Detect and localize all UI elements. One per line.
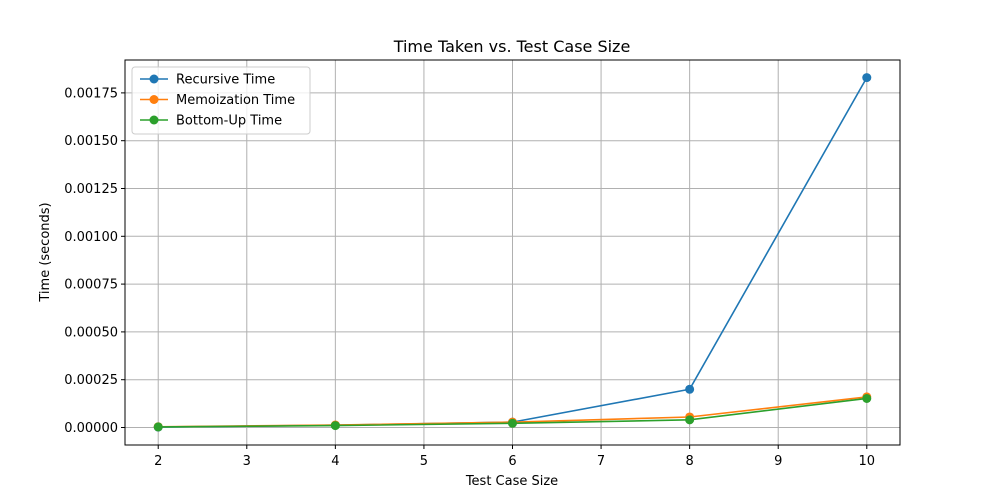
- x-tick-label: 9: [774, 454, 782, 469]
- legend-marker: [149, 115, 159, 125]
- series-3: [153, 393, 872, 432]
- data-point: [685, 415, 695, 425]
- y-tick-label: 0.00175: [64, 86, 118, 101]
- y-tick-label: 0.00125: [64, 182, 118, 197]
- legend-label: Recursive Time: [176, 73, 275, 88]
- data-point: [862, 73, 872, 83]
- legend-label: Memoization Time: [176, 93, 295, 108]
- x-tick-label: 3: [243, 454, 251, 469]
- legend-label: Bottom-Up Time: [176, 114, 282, 129]
- data-point: [508, 418, 517, 428]
- y-tick-label: 0.00025: [64, 373, 118, 388]
- y-tick-label: 0.00075: [64, 278, 118, 293]
- legend: Recursive Time Memoization Time Bottom-Up …: [131, 66, 311, 135]
- x-tick-label: 10: [859, 454, 876, 469]
- y-axis-title: Time (seconds): [38, 202, 53, 302]
- legend-entry: Recursive Time: [140, 73, 275, 88]
- data-point: [862, 393, 872, 403]
- x-axis-title: Test Case Size: [465, 474, 558, 489]
- x-tick-label: 6: [508, 454, 516, 469]
- legend-marker: [149, 95, 159, 104]
- legend-marker: [149, 74, 159, 84]
- x-tick-label: 7: [597, 454, 605, 469]
- legend-box: [131, 66, 311, 135]
- x-tick-label: 2: [154, 454, 162, 469]
- chart-title: Time Taken vs. Test Case Size: [393, 37, 631, 56]
- ticks: 2 3 4 5 6 7 8 9 10 0.00000 0.00025 0.00050 0.00075 0.…: [64, 86, 875, 469]
- legend-entry: Bottom-Up Time: [140, 114, 282, 129]
- y-tick-label: 0.00000: [64, 421, 118, 436]
- data-point: [330, 421, 340, 431]
- series-layer: [153, 73, 872, 432]
- data-point: [685, 384, 695, 394]
- y-tick-label: 0.00150: [64, 134, 118, 149]
- x-tick-label: 4: [331, 454, 339, 469]
- data-point: [153, 422, 163, 432]
- legend-entry: Memoization Time: [140, 93, 295, 108]
- x-tick-label: 8: [686, 454, 694, 469]
- x-tick-label: 5: [420, 454, 428, 469]
- y-tick-label: 0.00050: [64, 325, 118, 340]
- y-tick-label: 0.00100: [64, 230, 118, 245]
